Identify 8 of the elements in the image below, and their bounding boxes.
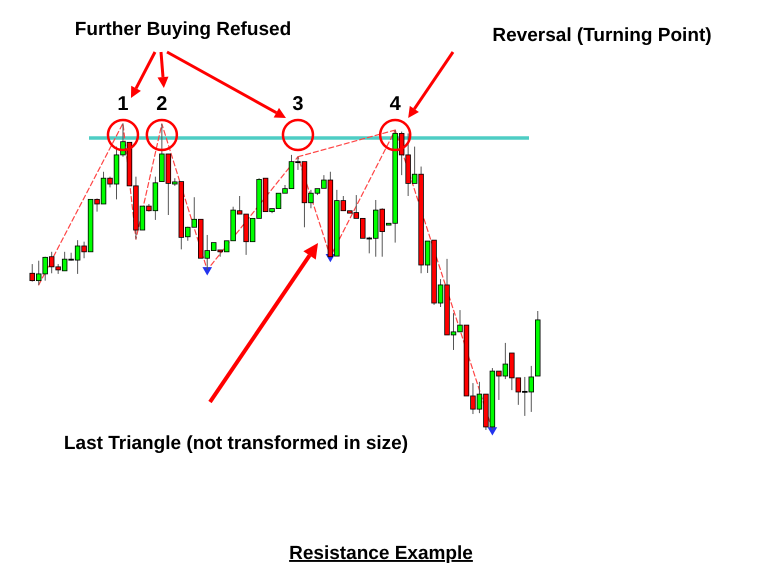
text: Last Triangle (not transformed in size)	[64, 433, 408, 454]
text: 4	[390, 93, 402, 116]
text: Further Buying Refused	[74, 19, 292, 40]
text: Resistance Example	[289, 543, 473, 564]
text: 1	[117, 93, 129, 116]
text: Reversal (Turning Point)	[492, 25, 712, 46]
text: 2	[156, 93, 168, 116]
text: 3	[292, 93, 304, 116]
